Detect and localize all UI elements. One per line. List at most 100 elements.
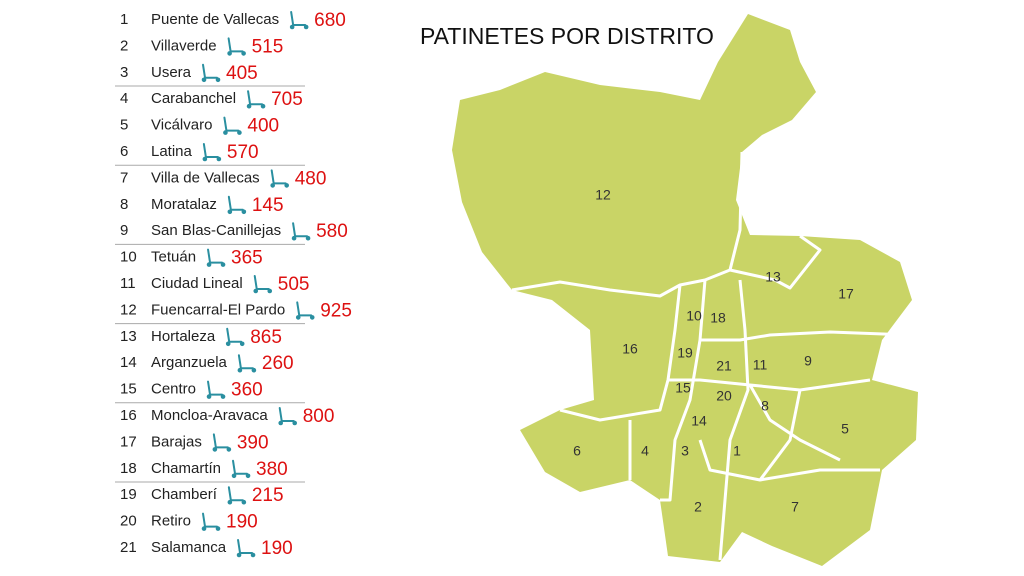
scooter-icon bbox=[236, 539, 256, 558]
district-row: 8 Moratalaz 145 bbox=[120, 195, 284, 216]
scooter-shape bbox=[292, 222, 309, 238]
wheel bbox=[206, 394, 212, 399]
scooter-icon bbox=[227, 195, 247, 215]
wheel bbox=[225, 341, 231, 347]
district-count: 865 bbox=[250, 327, 282, 348]
district-number: 14 bbox=[120, 354, 137, 371]
map-label: 5 bbox=[841, 421, 849, 437]
district-name: Centro bbox=[151, 381, 196, 398]
wheel bbox=[289, 24, 295, 30]
district-row: 13 Hortaleza 865 bbox=[120, 327, 282, 348]
district-name: Puente de Vallecas bbox=[151, 11, 279, 28]
map-label: 18 bbox=[710, 310, 726, 326]
scooter-shape bbox=[270, 169, 287, 185]
wheel bbox=[241, 499, 247, 505]
scooter-icon bbox=[201, 512, 221, 531]
district-number: 19 bbox=[120, 486, 137, 503]
district-name: Ciudad Lineal bbox=[151, 275, 243, 292]
wheel bbox=[245, 473, 251, 479]
scooter-icon bbox=[227, 486, 247, 505]
wheel bbox=[227, 499, 233, 505]
district-count: 400 bbox=[247, 116, 279, 137]
district-name: Tetuán bbox=[151, 249, 196, 266]
district-number: 6 bbox=[120, 143, 128, 160]
district-row: 17 Barajas 390 bbox=[120, 432, 269, 453]
district-count: 190 bbox=[261, 538, 293, 559]
district-count: 405 bbox=[226, 63, 258, 84]
map-label: 4 bbox=[641, 443, 649, 459]
district-row: 21 Salamanca 190 bbox=[120, 538, 293, 559]
scooter-shape bbox=[227, 486, 244, 502]
scooter-shape bbox=[278, 407, 295, 422]
district-name: Fuencarral-El Pardo bbox=[151, 301, 285, 318]
wheel bbox=[206, 262, 212, 267]
wheel bbox=[227, 51, 232, 56]
scooter-icon bbox=[212, 433, 232, 452]
wheel bbox=[303, 24, 309, 30]
wheel bbox=[220, 394, 226, 399]
map-label: 17 bbox=[838, 286, 854, 302]
district-row: 14 Arganzuela 260 bbox=[120, 353, 294, 374]
scooter-icon bbox=[206, 248, 226, 267]
wheel bbox=[270, 183, 275, 188]
district-count: 390 bbox=[237, 432, 269, 453]
district-name: Barajas bbox=[151, 433, 202, 450]
district-number: 2 bbox=[120, 37, 128, 54]
district-name: Moncloa-Aravaca bbox=[151, 407, 268, 424]
wheel bbox=[237, 130, 242, 135]
district-count: 800 bbox=[303, 406, 335, 427]
district-number: 5 bbox=[120, 117, 128, 134]
district-number: 16 bbox=[120, 407, 137, 424]
map-label: 20 bbox=[716, 388, 732, 404]
district-name: Arganzuela bbox=[151, 354, 228, 371]
district-number: 9 bbox=[120, 222, 128, 239]
wheel bbox=[246, 103, 252, 109]
map-label: 11 bbox=[753, 357, 768, 373]
district-count: 505 bbox=[278, 274, 310, 295]
scooter-shape bbox=[247, 90, 264, 106]
wheel bbox=[267, 288, 273, 294]
wheel bbox=[284, 183, 289, 188]
district-number: 13 bbox=[120, 328, 137, 345]
district-name: Hortaleza bbox=[151, 328, 216, 345]
district-row: 11 Ciudad Lineal 505 bbox=[120, 274, 309, 295]
scooter-shape bbox=[232, 459, 249, 475]
wheel bbox=[237, 367, 243, 373]
scooter-icon bbox=[278, 407, 298, 426]
map-label: 15 bbox=[675, 380, 691, 396]
district-row: 7 Villa de Vallecas 480 bbox=[120, 168, 326, 189]
district-count: 145 bbox=[252, 195, 284, 216]
map-label: 8 bbox=[761, 398, 769, 414]
map-label: 13 bbox=[765, 269, 781, 285]
district-number: 21 bbox=[120, 539, 137, 556]
wheel bbox=[215, 526, 221, 531]
scooter-icon bbox=[253, 275, 273, 294]
scooter-icon bbox=[246, 90, 266, 109]
district-row: 15 Centro 360 bbox=[120, 380, 263, 401]
district-number: 17 bbox=[120, 433, 137, 450]
district-count: 680 bbox=[314, 10, 346, 31]
district-count: 260 bbox=[262, 353, 294, 374]
district-count: 580 bbox=[316, 221, 348, 242]
scooter-icon bbox=[289, 11, 309, 30]
district-name: San Blas-Canillejas bbox=[151, 222, 281, 239]
scooter-shape bbox=[296, 301, 313, 317]
wheel bbox=[291, 235, 297, 241]
map-label: 1 bbox=[733, 443, 741, 459]
district-row: 9 San Blas-Canillejas 580 bbox=[120, 221, 348, 242]
wheel bbox=[292, 420, 298, 426]
district-row: 1 Puente de Vallecas 680 bbox=[120, 10, 346, 31]
district-number: 10 bbox=[120, 249, 137, 266]
district-borders bbox=[511, 151, 913, 561]
district-number: 20 bbox=[120, 513, 137, 530]
map-label: 3 bbox=[681, 443, 689, 459]
district-count: 190 bbox=[226, 512, 258, 533]
wheel bbox=[305, 235, 311, 241]
map-label: 21 bbox=[716, 358, 732, 374]
district-name: Salamanca bbox=[151, 539, 227, 556]
district-count: 515 bbox=[252, 36, 284, 57]
district-row: 5 Vicálvaro 400 bbox=[120, 116, 279, 137]
scooter-icon bbox=[237, 354, 257, 373]
